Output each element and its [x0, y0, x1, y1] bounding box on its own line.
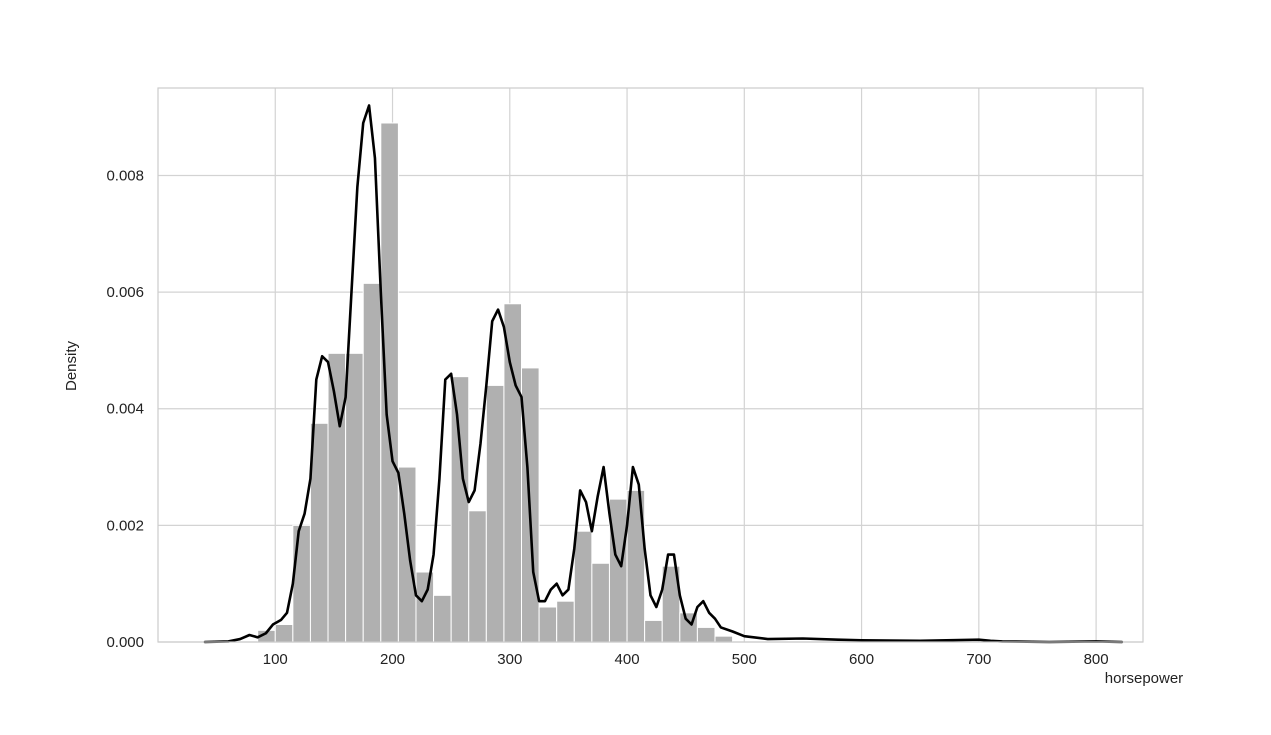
- histogram-bar: [714, 635, 734, 643]
- histogram-bar: [309, 422, 329, 643]
- histogram-bar: [327, 352, 347, 643]
- x-tick-label: 700: [966, 651, 991, 668]
- y-tick-label: 0.000: [106, 634, 144, 651]
- kde-line: [203, 104, 1124, 644]
- x-tick-label: 100: [263, 651, 288, 668]
- histogram-bar: [292, 524, 311, 643]
- y-tick-label: 0.002: [106, 517, 144, 534]
- y-tick-labels: 0.000 0.002 0.004 0.006 0.008: [106, 167, 144, 651]
- histogram-bar: [485, 384, 505, 643]
- kde-curve-layer: [203, 104, 1124, 644]
- histogram-bar: [608, 498, 628, 643]
- histogram-bars: [257, 122, 734, 643]
- x-tick-label: 500: [732, 651, 757, 668]
- histogram-bar: [450, 376, 470, 643]
- histogram-bar: [415, 571, 435, 643]
- x-axis-title: horsepower: [1105, 670, 1183, 687]
- histogram-bar: [345, 352, 364, 643]
- x-tick-label: 400: [615, 651, 640, 668]
- histogram-bar: [538, 606, 558, 643]
- histogram-bar: [380, 122, 399, 643]
- plot-frame: [157, 87, 1144, 643]
- x-tick-label: 300: [497, 651, 522, 668]
- histogram-bar: [503, 303, 523, 643]
- histogram-bar: [696, 626, 716, 643]
- histogram-bar: [644, 619, 663, 643]
- histogram-bar: [274, 624, 294, 643]
- histogram-bar: [468, 510, 487, 643]
- x-tick-labels: 100 200 300 400 500 600 700 800: [263, 651, 1109, 668]
- histogram-bar: [433, 594, 452, 643]
- x-tick-label: 600: [849, 651, 874, 668]
- histogram-bar: [362, 282, 382, 643]
- histogram-bar: [591, 562, 610, 643]
- y-axis-title: Density: [63, 340, 80, 391]
- x-tick-label: 200: [380, 651, 405, 668]
- histogram-bar: [556, 600, 575, 643]
- y-tick-label: 0.004: [106, 401, 144, 418]
- y-tick-label: 0.006: [106, 284, 144, 301]
- x-tick-label: 800: [1084, 651, 1109, 668]
- y-tick-label: 0.008: [106, 167, 144, 184]
- histogram-bar: [573, 530, 593, 643]
